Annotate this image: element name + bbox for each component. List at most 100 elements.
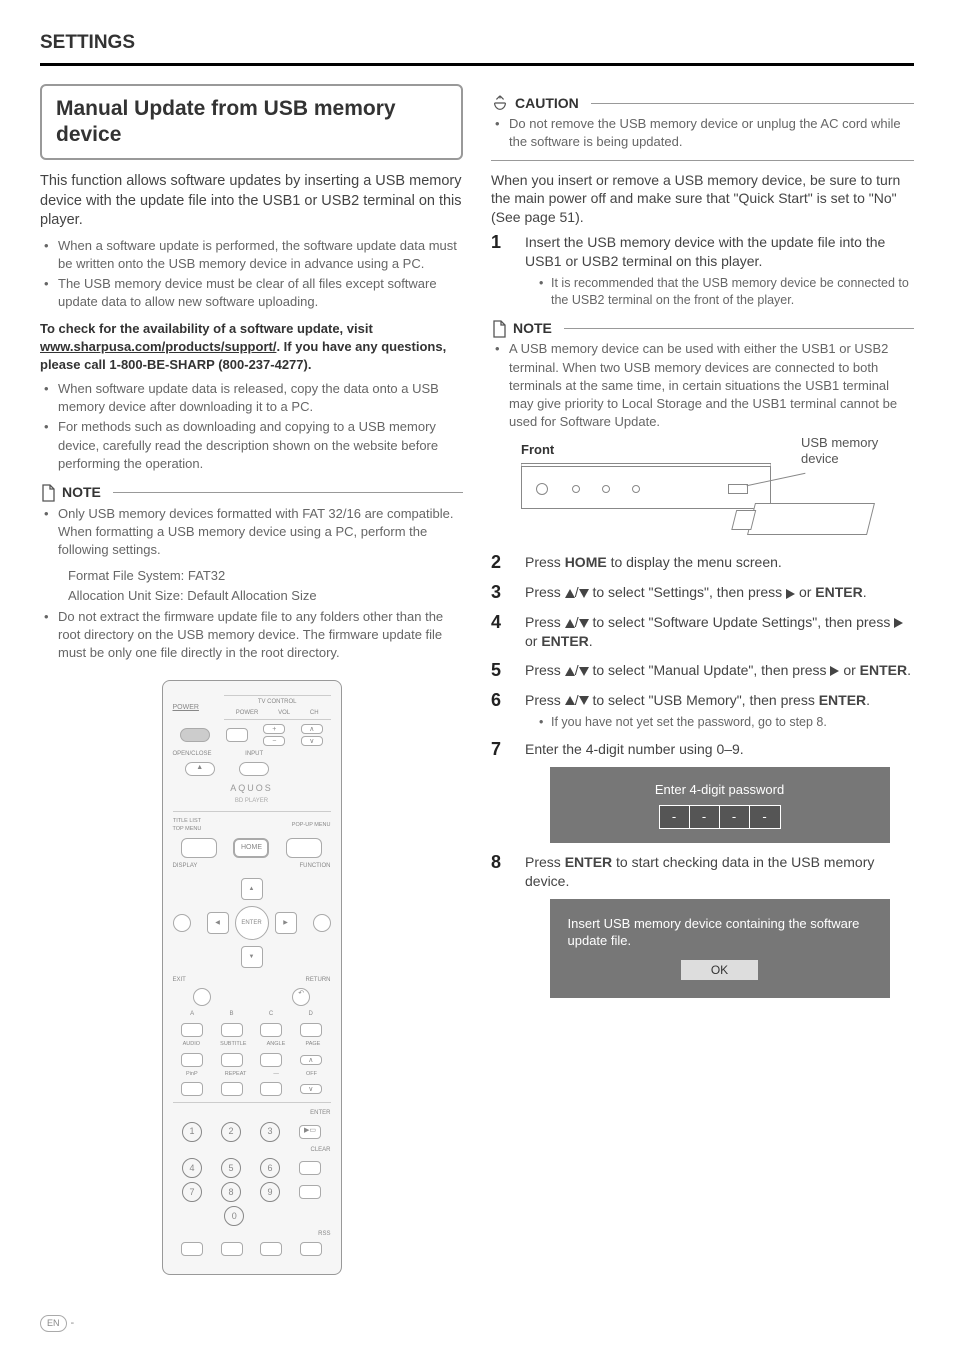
text: When formatting a USB memory device usin… — [58, 524, 427, 557]
dpad-down: ▼ — [241, 946, 263, 968]
remote-body: POWER TV CONTROL POWER VOL CH + — [162, 680, 342, 1275]
b-button — [221, 1023, 243, 1037]
audio-button — [181, 1053, 203, 1067]
pw-prompt: Enter 4-digit password — [562, 781, 878, 799]
angle-button — [260, 1053, 282, 1067]
num-5: 5 — [221, 1158, 241, 1178]
down-icon — [579, 589, 589, 598]
popup-menu-button — [286, 838, 322, 858]
input-button — [239, 762, 269, 776]
format-setting-1: Format File System: FAT32 — [40, 567, 463, 585]
list-item: It is recommended that the USB memory de… — [539, 275, 914, 309]
steps-list: 1 Insert the USB memory device with the … — [491, 233, 914, 309]
insert-usb-screen: Insert USB memory device containing the … — [550, 899, 890, 998]
list-item: When a software update is performed, the… — [44, 237, 463, 273]
num-0: 0 — [224, 1206, 244, 1226]
list-item: For methods such as downloading and copy… — [44, 418, 463, 473]
intro-bullets-1: When a software update is performed, the… — [40, 237, 463, 312]
off-button — [260, 1082, 282, 1096]
step-6: 6 Press / to select "USB Memory", then p… — [491, 691, 914, 731]
power-label: POWER — [173, 703, 224, 713]
num-2: 2 — [221, 1122, 241, 1142]
step1-sub: It is recommended that the USB memory de… — [525, 275, 914, 309]
list-item: Only USB memory devices formatted with F… — [44, 505, 463, 560]
top-menu-button — [181, 838, 217, 858]
color-3 — [260, 1242, 282, 1256]
step-7: 7 Enter the 4-digit number using 0–9. En… — [491, 740, 914, 842]
step-number: 1 — [491, 233, 509, 309]
power-button — [180, 728, 210, 742]
caution-bullets: Do not remove the USB memory device or u… — [491, 115, 914, 151]
tv-control-group: TV CONTROL POWER VOL CH — [224, 695, 331, 720]
pre-steps-text: When you insert or remove a USB memory d… — [491, 171, 914, 228]
dpad-right: ▶ — [275, 912, 297, 934]
repeat-button — [221, 1082, 243, 1096]
label: INPUT — [245, 750, 263, 758]
note-label: NOTE — [513, 319, 552, 339]
note-right-bullets: A USB memory device can be used with eit… — [491, 340, 914, 431]
support-url: www.sharpusa.com/products/support/ — [40, 339, 276, 354]
rss-button — [300, 1242, 322, 1256]
page-up-button: ∧ — [300, 1055, 322, 1065]
dialog-text: Insert USB memory device containing the … — [568, 915, 872, 950]
steps-list-2: 2 Press HOME to display the menu screen.… — [491, 553, 914, 997]
tv-power-button — [226, 728, 248, 742]
exit-button — [193, 988, 211, 1006]
step-1: 1 Insert the USB memory device with the … — [491, 233, 914, 309]
note-icon — [40, 484, 56, 502]
open-close-button: ▲ — [185, 762, 215, 776]
c-button — [260, 1023, 282, 1037]
step-3: 3 Press / to select "Settings", then pre… — [491, 583, 914, 603]
step-4: 4 Press / to select "Software Update Set… — [491, 613, 914, 651]
caution-end-rule — [491, 160, 914, 161]
display-button — [173, 914, 191, 932]
return-button: ↶ — [292, 988, 310, 1006]
front-panel-figure: Front USB memory device — [521, 441, 914, 535]
text: Only USB memory devices formatted with F… — [58, 506, 453, 521]
enter-small-button: ▶▭ — [299, 1125, 321, 1139]
clear-button — [299, 1161, 321, 1175]
text: To check for the availability of a softw… — [40, 321, 373, 336]
list-item: Do not remove the USB memory device or u… — [495, 115, 914, 151]
page-title: SETTINGS — [40, 30, 914, 66]
language-badge: EN- — [40, 1315, 74, 1332]
pinp-button — [181, 1082, 203, 1096]
check-availability-text: To check for the availability of a softw… — [40, 320, 463, 375]
intro-bullets-2: When software update data is released, c… — [40, 380, 463, 473]
list-item: Do not extract the firmware update file … — [44, 608, 463, 663]
password-screen: Enter 4-digit password ---- — [550, 767, 890, 843]
a-button — [181, 1023, 203, 1037]
caution-label: CAUTION — [515, 94, 579, 114]
list-item: When software update data is released, c… — [44, 380, 463, 416]
dpad-left: ◀ — [207, 912, 229, 934]
note-header-right: NOTE — [491, 319, 914, 339]
ch-up-button: ∧ — [301, 724, 323, 734]
section-title: Manual Update from USB memory device — [56, 96, 447, 149]
page-down-button: ∨ — [300, 1084, 322, 1094]
section-title-box: Manual Update from USB memory device — [40, 84, 463, 161]
dpad: ▲ ▼ ◀ ▶ ENTER — [207, 878, 297, 968]
num-6: 6 — [260, 1158, 280, 1178]
note-header: NOTE — [40, 483, 463, 503]
right-column: CAUTION Do not remove the USB memory dev… — [491, 84, 914, 1276]
num-4: 4 — [182, 1158, 202, 1178]
color-1 — [181, 1242, 203, 1256]
caution-header: CAUTION — [491, 94, 914, 114]
dpad-up: ▲ — [241, 878, 263, 900]
intro-text: This function allows software updates by… — [40, 172, 463, 231]
list-item: The USB memory device must be clear of a… — [44, 275, 463, 311]
right-icon — [786, 589, 795, 599]
ch-down-button: ∨ — [301, 736, 323, 746]
list-item: A USB memory device can be used with eit… — [495, 340, 914, 431]
up-icon — [565, 589, 575, 598]
front-panel — [521, 463, 771, 509]
ok-button: OK — [681, 960, 758, 980]
blank-button — [299, 1185, 321, 1199]
subtitle-button — [221, 1053, 243, 1067]
note-icon — [491, 320, 507, 338]
d-button — [300, 1023, 322, 1037]
note-label: NOTE — [62, 483, 101, 503]
text: Insert the USB memory device with the up… — [525, 234, 885, 269]
usb-caption: USB memory device — [801, 435, 914, 466]
step-2: 2 Press HOME to display the menu screen. — [491, 553, 914, 573]
